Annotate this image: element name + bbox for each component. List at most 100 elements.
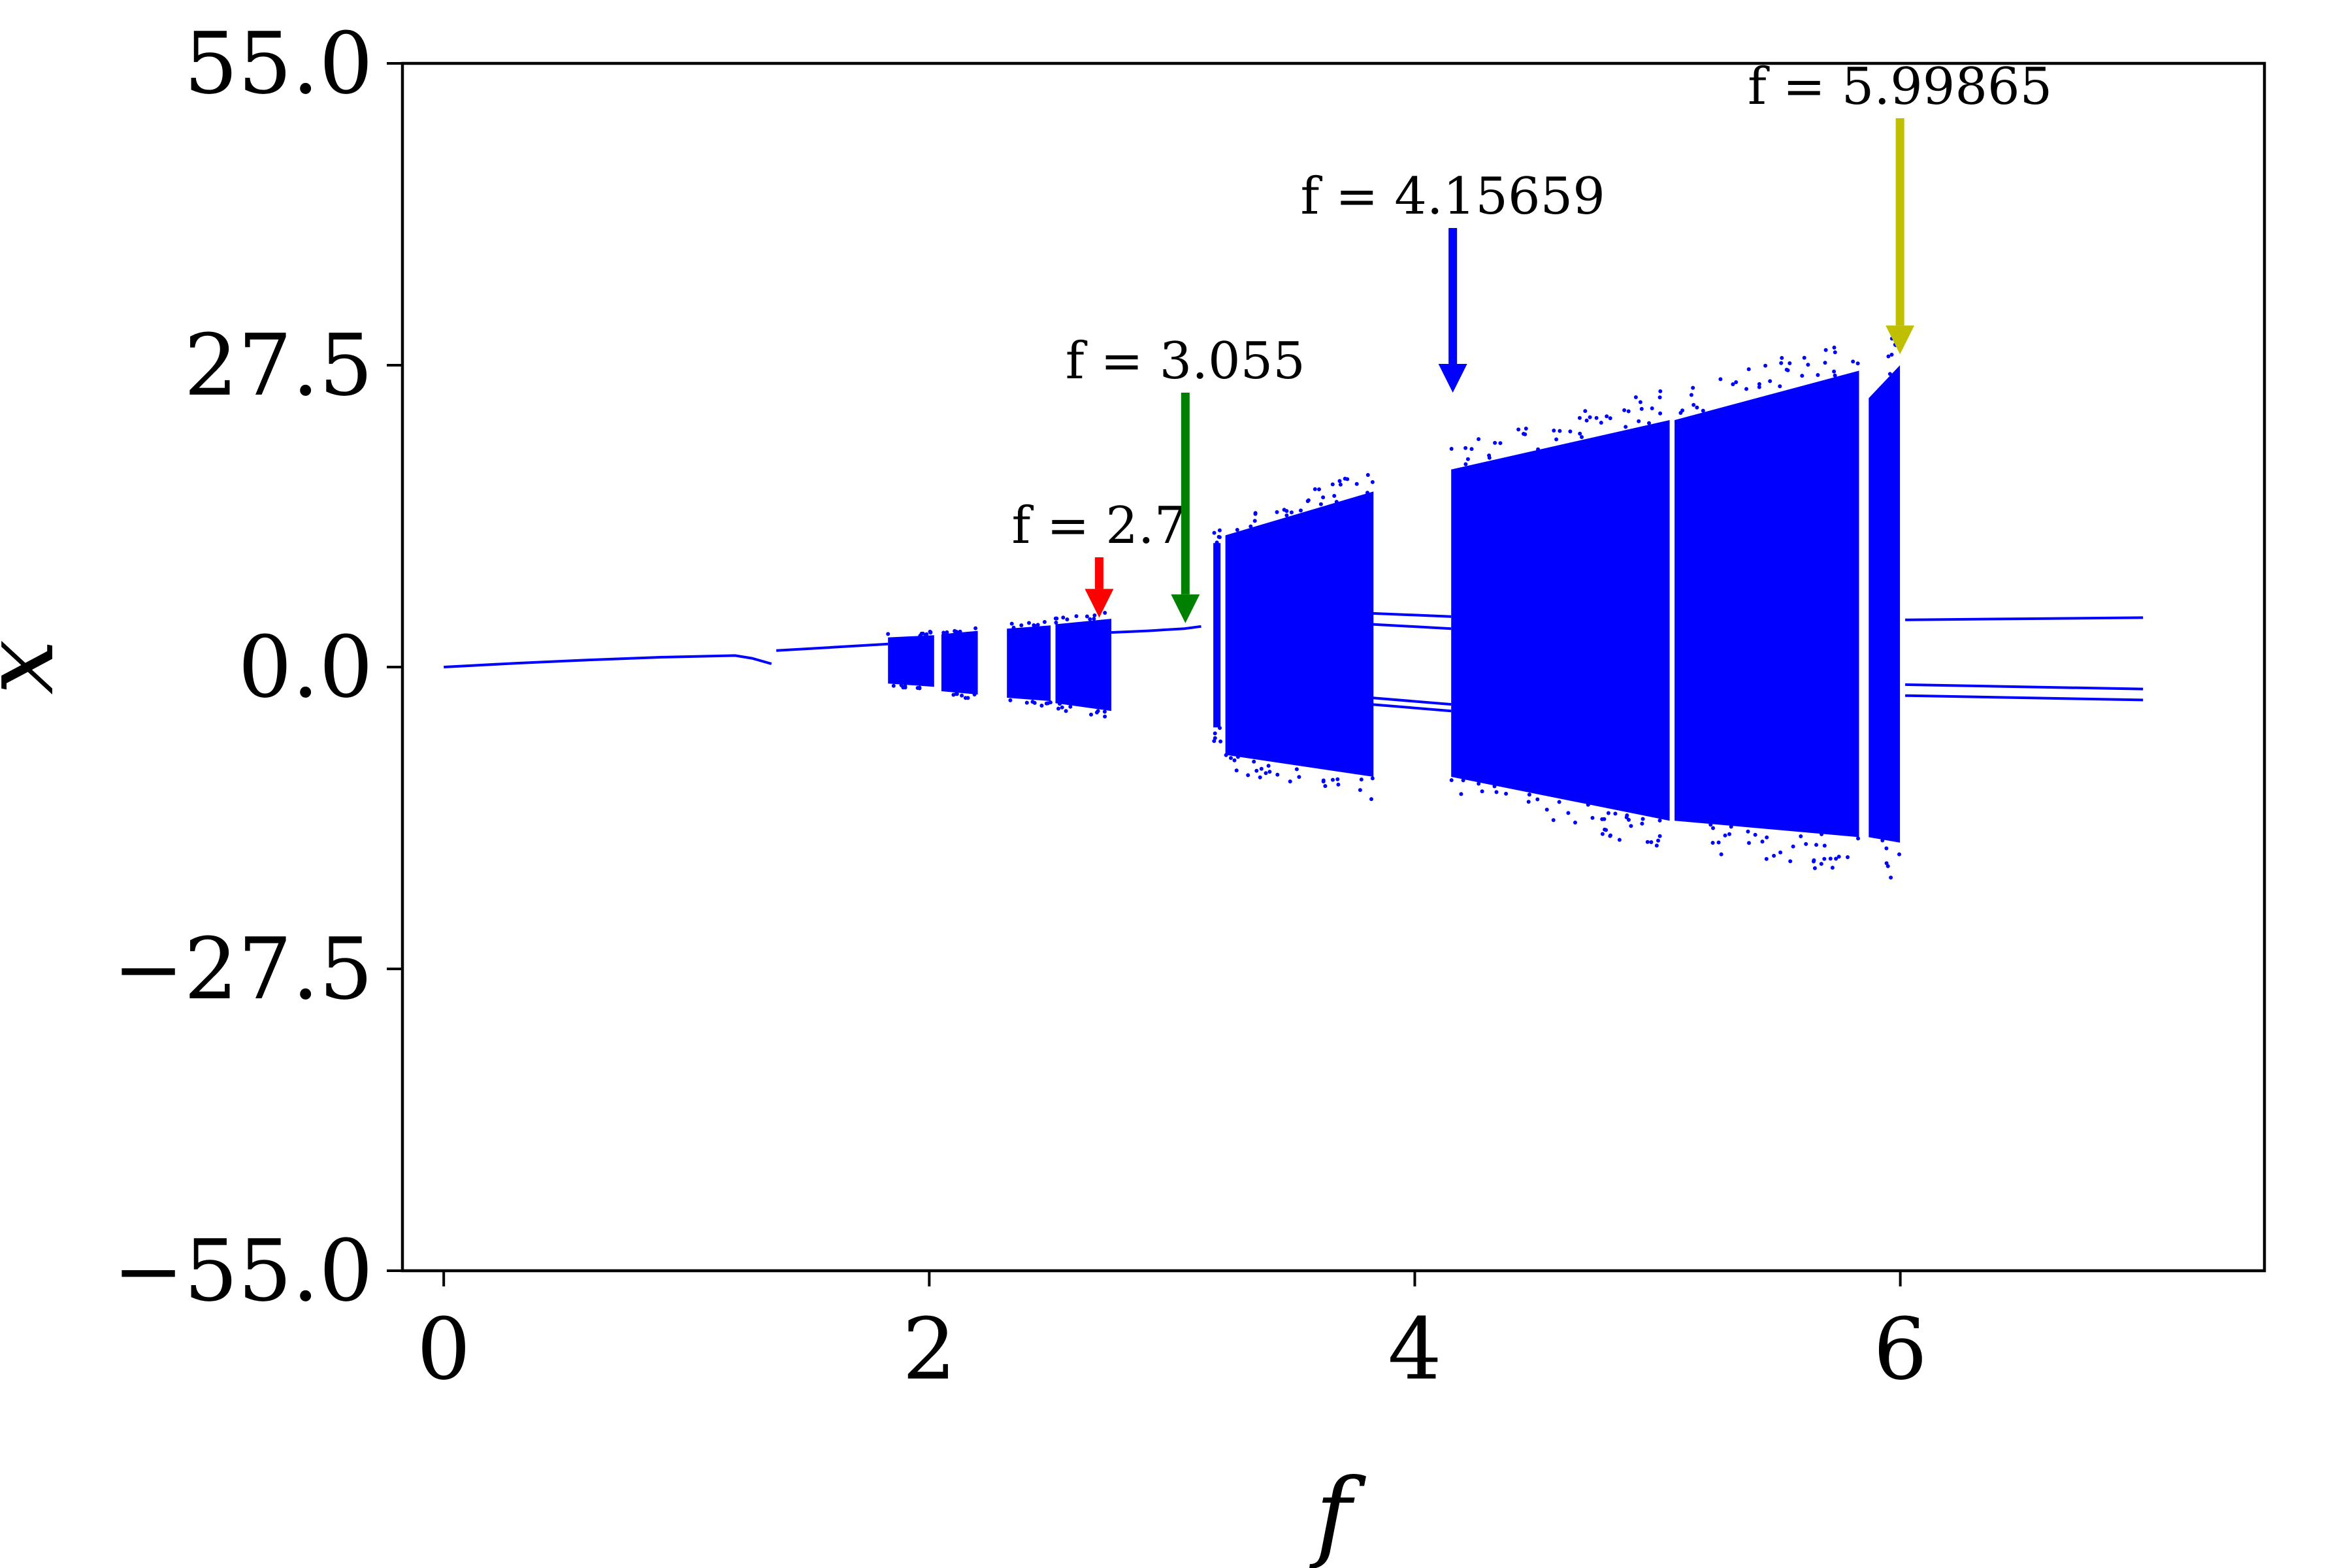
data-point — [1498, 441, 1503, 446]
data-point — [1624, 815, 1629, 819]
chaotic-band-8 — [1869, 365, 1901, 843]
chaotic-band-3 — [1055, 619, 1111, 711]
data-point — [1788, 859, 1793, 864]
data-point — [1330, 482, 1335, 487]
data-point — [1638, 400, 1642, 404]
data-point — [1284, 513, 1289, 517]
data-point — [1516, 427, 1521, 432]
data-point — [1266, 764, 1271, 768]
annotation-arrow-head — [1886, 325, 1915, 355]
data-point — [1822, 857, 1827, 861]
data-point — [1235, 528, 1239, 532]
data-point — [1886, 354, 1891, 359]
data-point — [1232, 758, 1237, 762]
data-point — [1832, 369, 1837, 374]
data-point — [1637, 419, 1641, 423]
data-point — [1718, 377, 1723, 382]
data-point — [1639, 406, 1644, 411]
data-point — [1267, 770, 1272, 774]
data-point — [1558, 429, 1562, 433]
data-point — [1009, 621, 1014, 626]
data-point — [945, 630, 949, 634]
data-point — [1800, 374, 1805, 378]
data-point — [1764, 857, 1769, 861]
annotation-label: f = 5.99865 — [1748, 57, 2052, 116]
data-point — [1088, 617, 1092, 621]
data-point — [1535, 797, 1540, 802]
data-point — [1573, 821, 1577, 825]
data-point — [1493, 440, 1497, 445]
data-point — [1449, 778, 1454, 783]
data-point — [1536, 447, 1541, 451]
data-point — [1590, 815, 1595, 820]
data-point — [1258, 775, 1262, 779]
data-point — [1459, 792, 1463, 796]
data-point — [1641, 817, 1645, 821]
data-point — [1318, 502, 1323, 506]
chaotic-band-4 — [1213, 543, 1221, 728]
branch-line-8 — [1905, 683, 2144, 691]
data-point — [1747, 841, 1751, 845]
data-point — [1886, 864, 1890, 868]
data-point — [1259, 766, 1264, 771]
data-point — [1552, 429, 1556, 433]
data-point — [958, 629, 962, 634]
data-point — [1833, 373, 1837, 378]
annotation-arrow-head — [1171, 594, 1200, 623]
data-point — [1812, 859, 1816, 864]
data-point — [1846, 855, 1850, 859]
annotation-arrow-head — [1085, 589, 1114, 618]
data-point — [1288, 779, 1292, 784]
data-point — [1889, 352, 1894, 357]
data-point — [1691, 385, 1695, 390]
data-point — [1011, 625, 1016, 630]
annotation-0: f = 2.7 — [1011, 497, 1186, 618]
data-point — [1092, 617, 1096, 621]
data-point — [1658, 818, 1662, 823]
data-point — [1092, 613, 1097, 617]
data-point — [1218, 726, 1222, 730]
data-point — [1834, 857, 1838, 861]
data-point — [1544, 808, 1549, 812]
data-point — [1760, 840, 1765, 844]
data-point — [1617, 838, 1622, 842]
data-point — [1710, 841, 1715, 845]
data-point — [1089, 712, 1093, 717]
data-point — [1566, 811, 1571, 815]
y-tick-label: 0.0 — [238, 617, 373, 717]
data-point — [1358, 788, 1362, 792]
data-point — [1289, 510, 1294, 515]
data-point — [1658, 411, 1663, 416]
data-point — [963, 696, 968, 700]
data-point — [1820, 832, 1824, 836]
chaotic-band-0 — [888, 635, 934, 687]
data-point — [1036, 623, 1040, 627]
data-point — [1252, 519, 1257, 523]
data-point — [1649, 840, 1654, 844]
data-point — [1658, 389, 1663, 393]
data-point — [1719, 852, 1723, 857]
data-point — [1577, 416, 1582, 420]
data-point — [903, 684, 907, 689]
data-point — [1253, 512, 1258, 516]
data-point — [960, 693, 964, 698]
data-point — [1583, 409, 1588, 414]
data-point — [1102, 710, 1107, 714]
data-point — [1321, 495, 1326, 500]
data-point — [918, 634, 923, 638]
data-point — [1254, 768, 1259, 773]
data-point — [1799, 834, 1803, 838]
data-point — [1711, 826, 1715, 830]
data-point — [1802, 355, 1806, 360]
data-point — [1030, 700, 1035, 704]
data-point — [1331, 777, 1335, 782]
annotation-label: f = 2.7 — [1011, 497, 1186, 555]
data-point — [1701, 408, 1705, 413]
data-point — [1085, 614, 1089, 619]
data-point — [1744, 387, 1748, 391]
data-point — [1837, 855, 1841, 859]
data-point — [1061, 615, 1066, 620]
x-tick-label: 2 — [902, 1299, 956, 1399]
data-point — [1332, 494, 1337, 498]
data-point — [924, 632, 929, 636]
